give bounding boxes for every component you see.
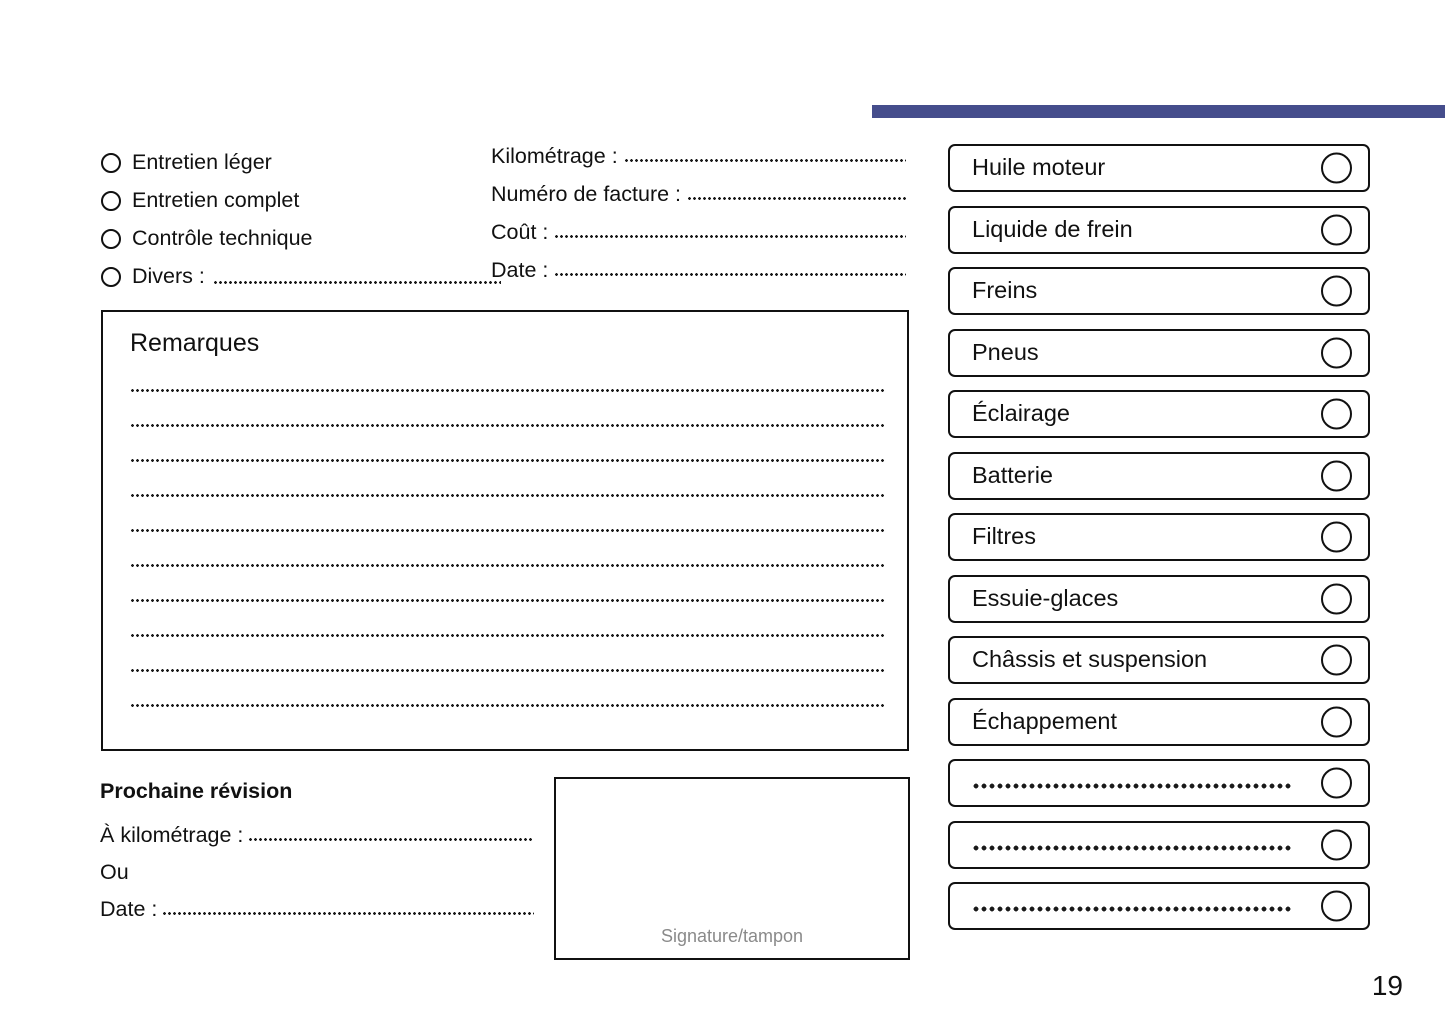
next-service-title: Prochaine révision bbox=[100, 779, 293, 803]
checklist-item[interactable]: Pneus bbox=[948, 328, 1370, 377]
checklist-item[interactable] bbox=[948, 759, 1370, 807]
checklist-item[interactable]: Huile moteur bbox=[948, 144, 1370, 192]
next-service-label: Ou bbox=[100, 860, 129, 884]
remarks-write-in-lines[interactable] bbox=[130, 374, 884, 724]
service-type-row[interactable]: Entretien complet bbox=[101, 182, 501, 220]
remarks-line[interactable] bbox=[130, 689, 884, 724]
remarks-line[interactable] bbox=[130, 549, 884, 584]
remarks-line[interactable] bbox=[130, 619, 884, 654]
checkbox-circle-icon[interactable] bbox=[1321, 890, 1352, 922]
checklist-item-label: Éclairage bbox=[972, 400, 1070, 427]
remarks-box[interactable]: Remarques bbox=[101, 310, 909, 751]
cost-write-in-line[interactable] bbox=[554, 223, 906, 239]
checklist-item-label: Échappement bbox=[972, 707, 1118, 734]
service-detail-fields: Kilométrage : Numéro de facture : Coût :… bbox=[491, 144, 906, 296]
mileage-write-in-line[interactable] bbox=[623, 147, 906, 163]
radio-circle-icon[interactable] bbox=[101, 229, 121, 249]
checkbox-circle-icon[interactable] bbox=[1321, 214, 1352, 245]
checklist-item[interactable]: Filtres bbox=[948, 513, 1370, 561]
remarks-line[interactable] bbox=[130, 444, 884, 479]
field-row-invoice-number: Numéro de facture : bbox=[491, 182, 906, 220]
checkbox-circle-icon[interactable] bbox=[1321, 460, 1352, 491]
remarks-line[interactable] bbox=[130, 514, 884, 549]
checklist-item-label: Pneus bbox=[972, 338, 1039, 365]
divers-write-in-line[interactable] bbox=[212, 269, 501, 285]
checkbox-circle-icon[interactable] bbox=[1321, 767, 1352, 799]
invoice-number-write-in-line[interactable] bbox=[687, 185, 906, 201]
field-label: Date : bbox=[491, 258, 549, 282]
date-write-in-line[interactable] bbox=[554, 261, 906, 277]
next-service-label: À kilométrage : bbox=[100, 823, 244, 847]
service-type-row[interactable]: Divers : bbox=[101, 258, 501, 296]
checklist-item-label: Châssis et suspension bbox=[972, 646, 1208, 673]
checklist-item[interactable] bbox=[948, 882, 1370, 930]
service-type-list: Entretien léger Entretien complet Contrô… bbox=[101, 144, 501, 296]
field-label: Kilométrage : bbox=[491, 144, 618, 168]
checklist-write-in-line[interactable] bbox=[972, 899, 1292, 913]
checklist-item-label: Filtres bbox=[972, 523, 1036, 550]
checkbox-circle-icon[interactable] bbox=[1321, 583, 1352, 614]
field-row-mileage: Kilométrage : bbox=[491, 144, 906, 182]
remarks-line[interactable] bbox=[130, 479, 884, 514]
service-type-label: Entretien léger bbox=[132, 150, 272, 175]
checkbox-circle-icon[interactable] bbox=[1321, 337, 1352, 368]
remarks-title: Remarques bbox=[130, 329, 260, 357]
header-accent-bar bbox=[872, 105, 1445, 118]
next-date-write-in-line[interactable] bbox=[162, 900, 534, 916]
checklist-item-label: Liquide de frein bbox=[972, 215, 1133, 242]
checklist-item-label: Freins bbox=[972, 277, 1038, 304]
checklist-item[interactable]: Châssis et suspension bbox=[948, 636, 1370, 684]
checklist-write-in-line[interactable] bbox=[972, 837, 1292, 852]
signature-box[interactable]: Signature/tampon bbox=[554, 777, 910, 960]
field-label: Coût : bbox=[491, 220, 549, 244]
next-service-row-or: Ou bbox=[100, 860, 534, 897]
service-type-row[interactable]: Entretien léger bbox=[101, 144, 501, 182]
service-type-label: Contrôle technique bbox=[132, 226, 313, 251]
page-number: 19 bbox=[1371, 970, 1403, 1001]
checklist-item-label: Essuie-glaces bbox=[972, 584, 1119, 611]
checklist-item[interactable] bbox=[948, 820, 1370, 869]
remarks-line[interactable] bbox=[130, 584, 884, 619]
next-service-row-mileage: À kilométrage : bbox=[100, 823, 534, 860]
radio-circle-icon[interactable] bbox=[101, 267, 121, 287]
checklist-item[interactable]: Éclairage bbox=[948, 390, 1370, 438]
remarks-line[interactable] bbox=[130, 409, 884, 444]
remarks-line[interactable] bbox=[130, 374, 884, 409]
inspection-checklist: Huile moteur Liquide de frein Freins Pneus É… bbox=[948, 144, 1370, 944]
next-service-label: Date : bbox=[100, 897, 158, 921]
remarks-line[interactable] bbox=[130, 654, 884, 689]
radio-circle-icon[interactable] bbox=[101, 153, 121, 173]
checklist-item[interactable]: Essuie-glaces bbox=[948, 574, 1370, 623]
checklist-write-in-line[interactable] bbox=[972, 776, 1292, 790]
checklist-item[interactable]: Batterie bbox=[948, 451, 1370, 500]
field-row-date: Date : bbox=[491, 258, 906, 296]
service-type-label: Divers : bbox=[132, 264, 205, 289]
field-label: Numéro de facture : bbox=[491, 182, 682, 206]
checkbox-circle-icon[interactable] bbox=[1321, 829, 1352, 860]
checklist-item-label: Huile moteur bbox=[972, 154, 1106, 181]
checkbox-circle-icon[interactable] bbox=[1321, 706, 1352, 737]
checkbox-circle-icon[interactable] bbox=[1321, 521, 1352, 553]
checkbox-circle-icon[interactable] bbox=[1321, 398, 1352, 430]
signature-caption: Signature/tampon bbox=[660, 926, 804, 946]
checklist-item-label: Batterie bbox=[972, 461, 1053, 488]
next-service-fields: À kilométrage : Ou Date : bbox=[100, 823, 534, 934]
service-type-label: Entretien complet bbox=[132, 188, 300, 213]
next-service-row-date: Date : bbox=[100, 897, 534, 934]
checklist-item[interactable]: Échappement bbox=[948, 697, 1370, 746]
checkbox-circle-icon[interactable] bbox=[1321, 152, 1352, 184]
service-type-row[interactable]: Contrôle technique bbox=[101, 220, 501, 258]
checklist-item[interactable]: Liquide de frein bbox=[948, 205, 1370, 254]
checkbox-circle-icon[interactable] bbox=[1321, 275, 1352, 307]
radio-circle-icon[interactable] bbox=[101, 191, 121, 211]
next-mileage-write-in-line[interactable] bbox=[248, 826, 534, 842]
checklist-item[interactable]: Freins bbox=[948, 267, 1370, 315]
field-row-cost: Coût : bbox=[491, 220, 906, 258]
checkbox-circle-icon[interactable] bbox=[1321, 644, 1352, 676]
